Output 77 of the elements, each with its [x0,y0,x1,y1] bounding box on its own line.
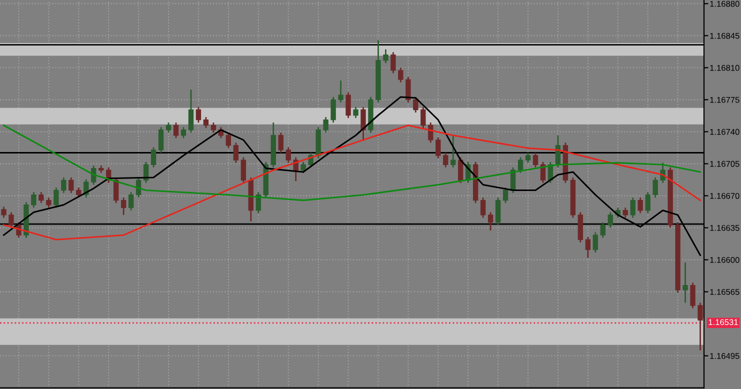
y-tick-label: 1.16880 [710,0,740,7]
candlestick [398,66,404,84]
candlestick [645,191,650,214]
y-tick-label: 1.16740 [710,128,740,135]
y-tick-label: 1.16600 [710,256,740,263]
candlestick [608,212,613,228]
candlestick [180,126,186,139]
candlestick [698,302,703,352]
candlestick [54,186,59,208]
candlestick [532,152,538,168]
candlestick [383,48,388,64]
candlestick [682,262,688,304]
candlestick [226,132,232,149]
y-tick-label: 1.16810 [710,64,740,71]
candlestick [196,106,202,124]
candlestick [502,186,508,204]
candlestick [480,196,486,218]
y-tick-label: 1.16705 [710,160,740,167]
candlestick [488,212,494,232]
candlestick [360,106,366,142]
candlestick [278,132,284,154]
candlestick [630,196,636,218]
candlestick [38,191,44,204]
y-tick-label: 1.16495 [710,353,740,359]
candlestick [1,206,6,218]
candlestick [450,134,456,168]
candlestick [525,152,531,164]
candlestick [120,196,126,216]
candlestick [600,222,606,239]
candlestick [158,126,164,154]
candlestick [233,142,239,164]
candlestick [286,146,291,164]
line-series [2,124,702,240]
line-series [2,124,702,202]
candlestick [203,116,209,129]
candlestick [346,92,351,119]
y-tick-label: 1.16635 [710,224,740,231]
candlestick [330,96,336,124]
candlestick [31,191,36,208]
candlestick [173,122,179,139]
candlestick [495,196,501,226]
line-series [2,96,702,256]
candlestick [188,88,194,134]
candlestick [622,206,628,218]
y-tick-label: 1.16670 [710,192,740,199]
candlestick [638,196,643,214]
candlestick [406,76,411,104]
candlestick [458,156,464,184]
candlestick [420,106,426,129]
candlestick [338,80,344,104]
candlestick [413,96,418,114]
candlestick [68,176,74,194]
candlestick [150,146,156,168]
candlestick [652,176,658,198]
y-tick-label: 1.16565 [710,288,740,295]
candlestick [390,51,396,74]
y-tick-label: 1.16845 [710,32,740,39]
candlestick [240,156,246,184]
candlestick [8,212,14,228]
ref-line-label: 1.16531 [708,319,738,326]
candlestick [443,152,448,168]
candlestick [592,232,598,254]
candlestick [210,122,216,134]
candlestick [46,196,52,208]
candlestick [436,136,441,159]
candlestick [690,282,696,309]
candlestick [518,156,524,174]
candlestick [166,122,172,134]
candlestick [323,116,328,134]
candlestick [128,191,134,212]
candlestick [293,156,298,182]
candlestick [300,161,306,174]
candlestick [61,176,66,194]
candlestick [76,186,82,198]
y-tick-label: 1.16775 [710,96,740,103]
candlestick [585,236,591,259]
candlestick [353,106,358,119]
